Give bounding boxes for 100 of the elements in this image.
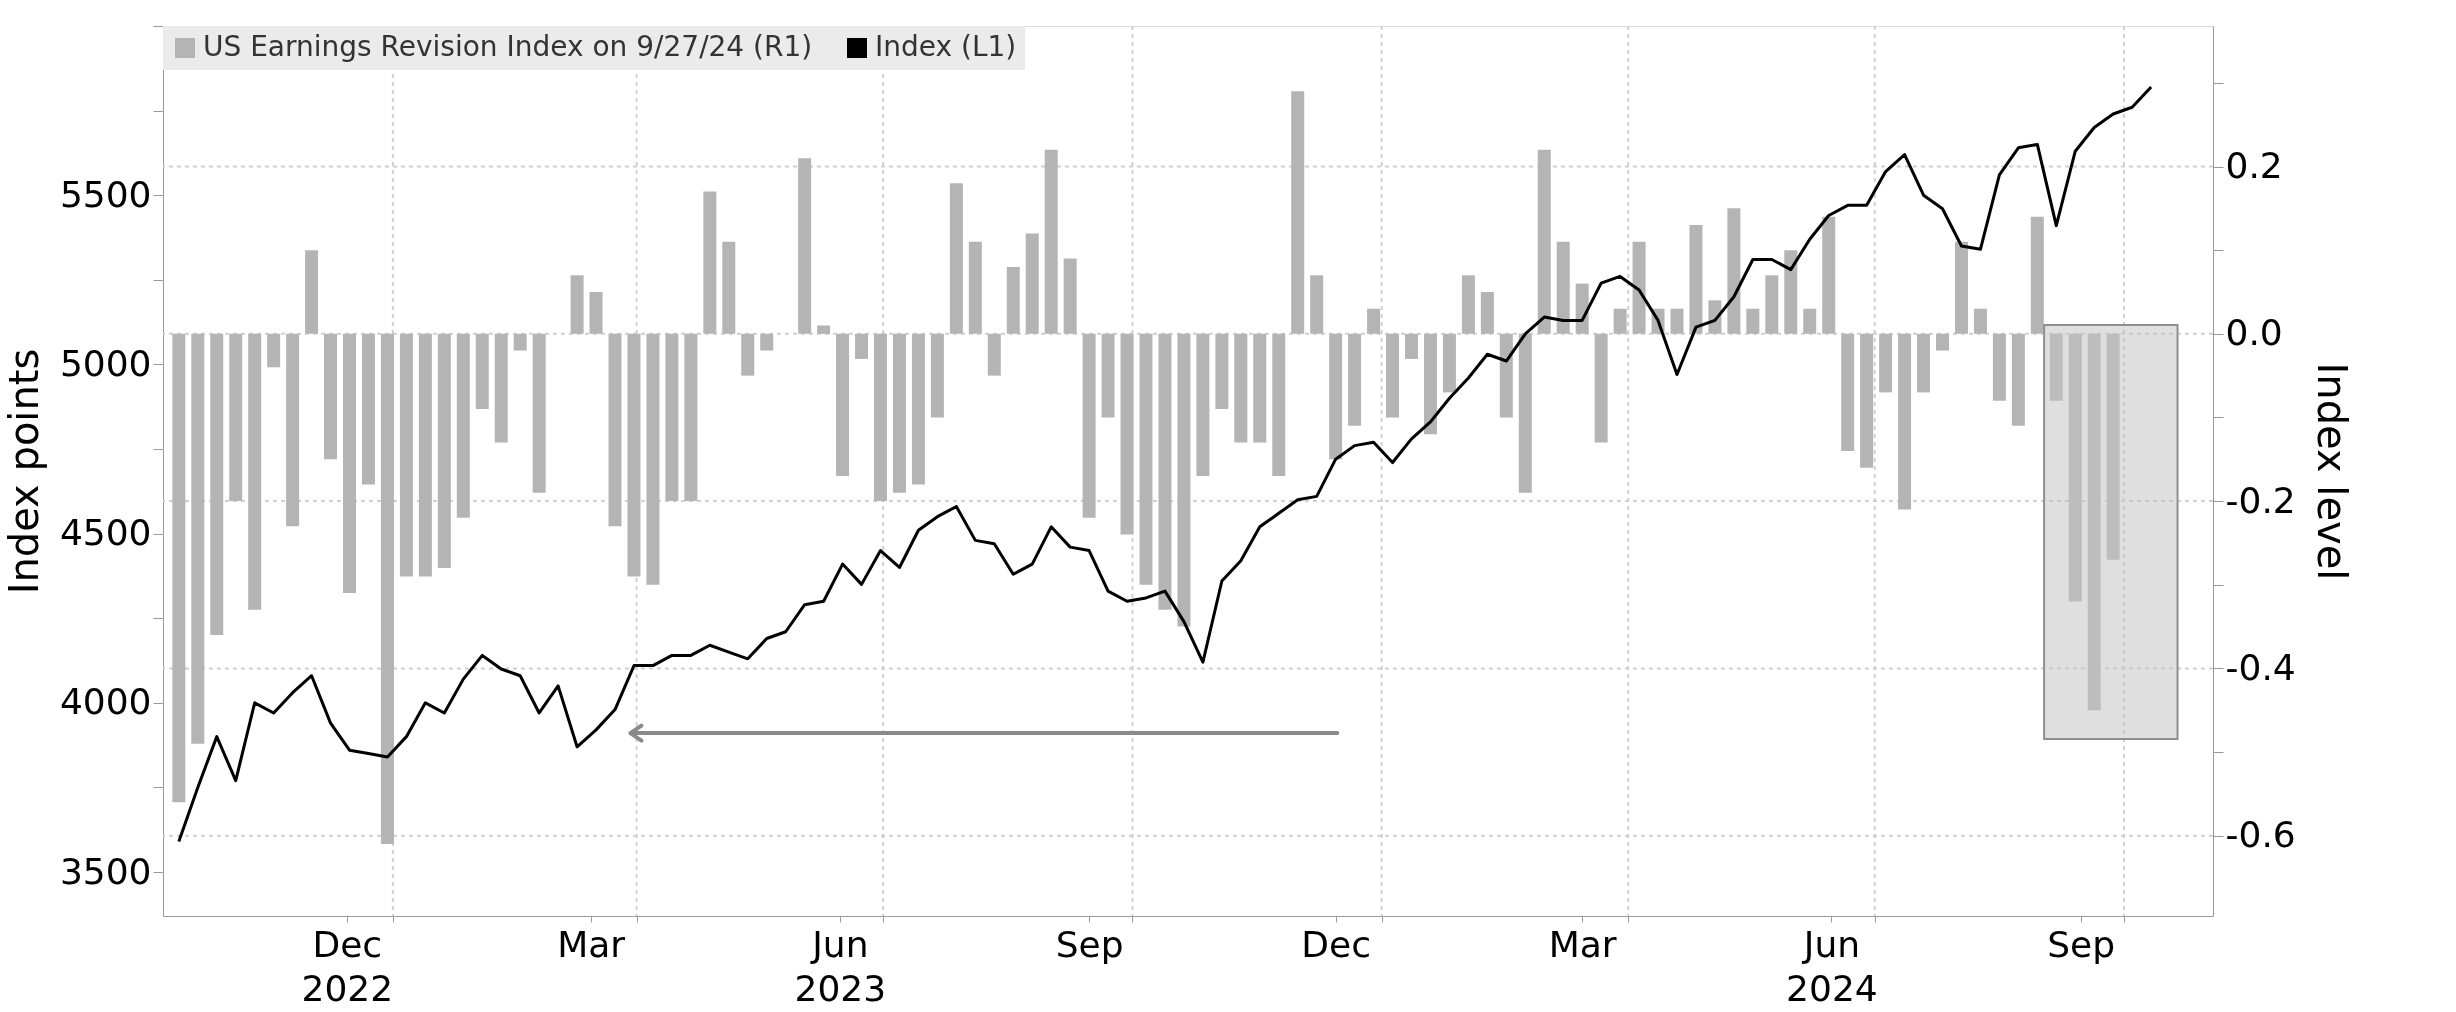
bar [817, 325, 831, 334]
x-tick-label: Dec [1301, 923, 1371, 965]
bar [646, 333, 660, 585]
bar [1367, 308, 1381, 334]
bar [627, 333, 641, 577]
bar [1234, 333, 1248, 443]
y2-tick-label: -0.2 [2225, 479, 2296, 521]
bar [1822, 216, 1836, 334]
bar [2087, 333, 2101, 711]
x-tick-label: Jun 2023 [794, 923, 887, 1009]
bar [1196, 333, 1210, 477]
bar [1139, 333, 1153, 585]
bar [741, 333, 755, 376]
bar [1442, 333, 1456, 393]
x-tick-label: Sep [2047, 923, 2116, 965]
bar [2049, 333, 2063, 401]
bar [1860, 333, 1874, 468]
y2-tick-label: -0.6 [2225, 814, 2296, 856]
bar [191, 333, 205, 744]
bar [2011, 333, 2025, 426]
bar [1898, 333, 1912, 510]
x-tick-label: Mar [1548, 923, 1617, 965]
bar [855, 333, 869, 359]
bar [286, 333, 300, 527]
x-tick-label: Dec 2022 [301, 923, 394, 1009]
y-axis-title: Index points [0, 348, 47, 595]
bar [703, 191, 717, 334]
bar [1689, 225, 1703, 334]
bar [1480, 292, 1494, 334]
bar [2068, 333, 2082, 602]
bar [172, 333, 186, 803]
bar [1082, 333, 1096, 518]
bar [1518, 333, 1532, 493]
bar [1499, 333, 1513, 418]
y-tick-label: 4500 [59, 512, 152, 554]
legend-label: Index (L1) [875, 30, 1017, 63]
bar [1177, 333, 1191, 627]
bar [1063, 258, 1077, 334]
bar [2030, 216, 2044, 334]
bar [836, 333, 850, 477]
bar [968, 241, 982, 334]
bar [513, 333, 527, 351]
bar [1936, 333, 1949, 351]
bar [1803, 308, 1817, 334]
y-tick-label: 3500 [59, 850, 152, 892]
y2-tick-label: -0.4 [2225, 646, 2296, 688]
bar [210, 333, 224, 635]
bar [229, 333, 243, 502]
bar [1670, 308, 1684, 334]
bar [911, 333, 925, 485]
bar [1594, 333, 1608, 443]
y-tick-label: 4000 [59, 681, 152, 723]
y-tick-label: 5500 [59, 173, 152, 215]
bar [1291, 91, 1305, 334]
bar [760, 333, 774, 351]
legend-label: US Earnings Revision Index on 9/27/24 (R1) [203, 30, 813, 63]
bar [1348, 333, 1362, 426]
bar [1841, 333, 1855, 451]
bar [589, 292, 603, 334]
bar [874, 333, 888, 502]
bar [684, 333, 698, 502]
bar [1537, 149, 1551, 334]
bar [1746, 308, 1760, 334]
bar [570, 275, 584, 334]
y2-tick-label: 0.0 [2225, 312, 2283, 354]
bar [1120, 333, 1134, 535]
x-tick-label: Jun 2024 [1786, 923, 1878, 1009]
bar [380, 333, 394, 845]
bar [1044, 149, 1058, 334]
bar [1765, 275, 1779, 334]
x-tick-label: Sep [1055, 923, 1124, 965]
y-tick-label: 5000 [59, 342, 152, 384]
bar [798, 158, 812, 334]
bar [1632, 241, 1646, 334]
bar [1613, 308, 1627, 334]
bar [305, 250, 319, 334]
bar [267, 333, 281, 368]
bar [1253, 333, 1267, 443]
bar [1158, 333, 1172, 610]
y2-tick-label: 0.2 [2225, 145, 2283, 187]
bar [1917, 333, 1931, 393]
bar [437, 333, 451, 569]
bar [1727, 208, 1741, 334]
bar [456, 333, 470, 518]
bar [665, 333, 679, 502]
bar [1025, 233, 1039, 334]
bar [1992, 333, 2006, 401]
bar [1386, 333, 1400, 418]
bar [1215, 333, 1229, 410]
bar [2106, 333, 2120, 560]
bar [532, 333, 546, 493]
bar [949, 183, 963, 334]
bar [1272, 333, 1286, 477]
bar [1101, 333, 1115, 418]
bar [343, 333, 357, 594]
bar [418, 333, 432, 577]
bar [1423, 333, 1437, 435]
y2-axis-title: Index level [2308, 362, 2355, 581]
bar [987, 333, 1001, 376]
bar [1954, 241, 1968, 334]
